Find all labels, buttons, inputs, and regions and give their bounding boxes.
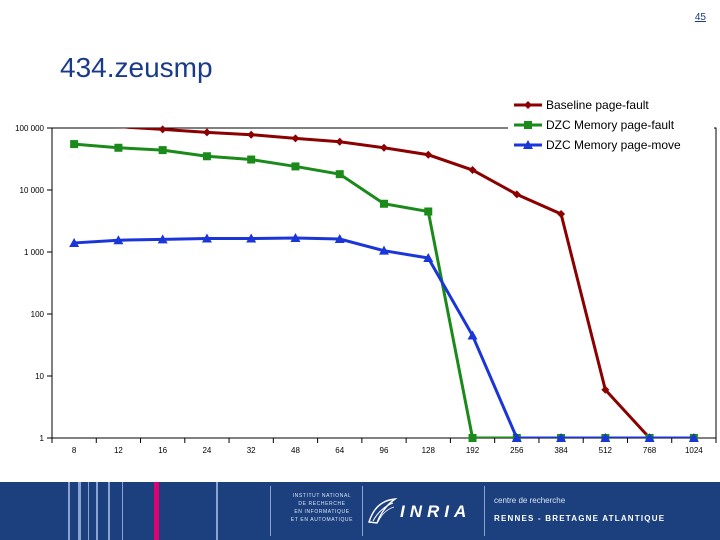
- x-tick-label: 48: [291, 446, 300, 455]
- series-line: [74, 142, 694, 438]
- x-tick-label: 768: [643, 446, 657, 455]
- data-point: [70, 140, 79, 149]
- data-point: [512, 190, 521, 199]
- series-line: [111, 128, 694, 438]
- series-layer: [69, 125, 699, 442]
- data-point: [157, 234, 168, 244]
- data-point: [247, 130, 256, 139]
- x-tick-label: 128: [422, 446, 436, 455]
- data-point: [379, 245, 389, 255]
- legend-marker: [524, 101, 532, 109]
- data-point: [600, 433, 611, 442]
- data-point: [468, 434, 477, 442]
- y-tick-label: 10: [35, 372, 44, 381]
- institute-line: ET EN AUTOMATIQUE: [290, 517, 354, 523]
- data-point: [290, 233, 301, 243]
- data-point: [380, 199, 388, 208]
- data-point: [202, 128, 211, 137]
- data-point: [468, 166, 477, 175]
- data-point: [335, 170, 344, 179]
- data-point: [423, 253, 434, 263]
- x-tick-label: 12: [114, 446, 123, 455]
- chart-legend: Baseline page-fault DZC Memory page-fault…: [508, 98, 714, 156]
- institute-line: EN INFORMATIQUE: [294, 509, 350, 515]
- y-tick-label: 1: [40, 434, 45, 443]
- series-2: [70, 140, 698, 442]
- data-point: [113, 235, 124, 245]
- x-tick-label: 96: [380, 446, 389, 455]
- center-location: RENNES - BRETAGNE ATLANTIQUE: [494, 514, 666, 523]
- x-tick-label: 24: [202, 446, 211, 455]
- data-point: [556, 433, 567, 442]
- data-point: [246, 233, 257, 243]
- legend-background: [508, 98, 714, 156]
- x-tick-label: 16: [158, 446, 167, 455]
- y-tick-label: 10 000: [20, 186, 45, 195]
- x-tick-label: 32: [247, 446, 256, 455]
- data-point: [201, 233, 212, 243]
- data-point: [291, 162, 300, 171]
- x-tick-label: 1024: [685, 446, 703, 455]
- x-tick-labels: 8 12 16 24 32 48 64 96 128 192 256 384 512 768 1024: [72, 446, 703, 455]
- legend-item: DZC Memory page-move: [514, 138, 681, 152]
- legend-label: DZC Memory page-fault: [546, 118, 675, 132]
- data-point: [424, 150, 433, 159]
- x-tick-label: 384: [554, 446, 568, 455]
- inria-logo-text: INRIA: [400, 502, 472, 521]
- footer-banner: INSTITUT NATIONAL DE RECHERCHE EN INFORM…: [0, 482, 720, 540]
- chart-axes: [47, 127, 717, 443]
- page-number: 45: [694, 12, 706, 23]
- plot-area-frame: [51, 127, 717, 439]
- data-point: [335, 137, 344, 146]
- data-point: [247, 155, 256, 164]
- data-point: [644, 433, 655, 442]
- data-point: [291, 134, 300, 143]
- data-point: [601, 385, 610, 394]
- data-point: [158, 125, 167, 134]
- y-tick-label: 100: [31, 310, 45, 319]
- data-point: [511, 433, 522, 442]
- institute-line: DE RECHERCHE: [298, 501, 346, 507]
- x-tick-label: 256: [510, 446, 524, 455]
- series-line: [74, 236, 694, 438]
- legend-item: DZC Memory page-fault: [514, 118, 675, 132]
- series-1: [111, 125, 698, 442]
- x-tick-label: 192: [466, 446, 480, 455]
- legend-marker: [523, 140, 533, 149]
- legend-marker: [524, 121, 532, 129]
- x-tick-label: 512: [599, 446, 613, 455]
- slide-title: 434.zeusmp: [60, 52, 213, 83]
- institute-line: INSTITUT NATIONAL: [292, 493, 352, 499]
- data-point: [380, 143, 388, 152]
- data-point: [424, 207, 433, 216]
- data-point: [69, 237, 80, 247]
- series-3: [69, 233, 699, 442]
- y-tick-label: 1 000: [24, 248, 45, 257]
- data-point: [158, 146, 167, 155]
- data-point: [114, 143, 123, 152]
- center-label: centre de recherche: [494, 496, 566, 505]
- line-chart: 100 000 10 000 1 000 100 10 1 8 12 16 24 32 48 64 96…: [15, 98, 717, 455]
- data-point: [688, 433, 699, 442]
- legend-label: DZC Memory page-move: [546, 138, 681, 152]
- y-tick-labels: 100 000 10 000 1 000 100 10 1: [15, 124, 44, 443]
- data-point: [557, 210, 566, 219]
- data-point: [334, 234, 345, 244]
- x-tick-label: 8: [72, 446, 77, 455]
- inria-logo-mark-icon: [368, 498, 398, 524]
- data-point: [467, 330, 478, 340]
- y-tick-label: 100 000: [15, 124, 44, 133]
- legend-item: Baseline page-fault: [514, 98, 649, 112]
- data-point: [202, 152, 211, 161]
- institute-text: INSTITUT NATIONAL DE RECHERCHE EN INFORM…: [274, 492, 370, 524]
- x-tick-label: 64: [335, 446, 344, 455]
- legend-label: Baseline page-fault: [546, 98, 649, 112]
